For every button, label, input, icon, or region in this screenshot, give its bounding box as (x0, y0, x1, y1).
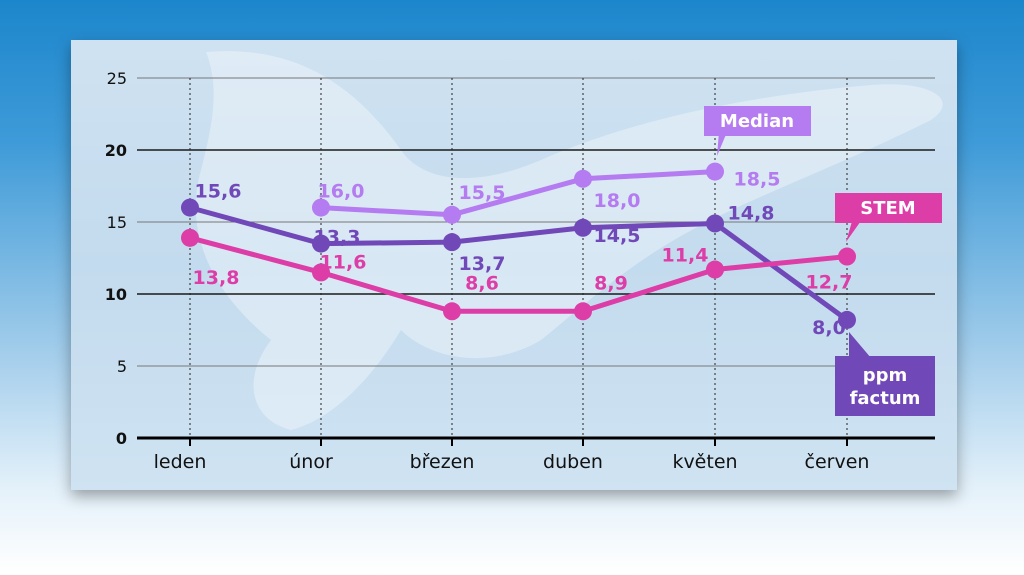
data-label-median: 16,0 (318, 181, 365, 203)
x-axis: leden únor březen duben květen červen (154, 438, 870, 473)
y-tick-label: 5 (117, 357, 127, 376)
data-point-ppm-factum (312, 234, 330, 253)
legend-median: Median (704, 106, 811, 156)
line-chart: 0 5 10 15 20 25 leden únor březen duben květen čer… (105, 51, 943, 473)
series-line-ppm-factum (187, 205, 850, 323)
data-label-stem: 11,4 (662, 245, 709, 267)
legend-median-pointer (717, 132, 727, 156)
legend-stem-pointer (846, 218, 863, 242)
series-line-stem (187, 235, 850, 314)
data-point-median (706, 162, 724, 181)
watermark-bird-icon (195, 51, 943, 430)
legend-layer: Median STEM ppm factum (704, 106, 942, 416)
data-label-median: 15,5 (459, 182, 506, 204)
x-tick-label: únor (289, 451, 333, 473)
data-label-stem: 12,7 (806, 272, 853, 294)
legend-ppm-pointer (849, 332, 871, 360)
data-label-ppm-factum: 15,6 (195, 181, 242, 203)
legend-ppm-box (835, 356, 935, 416)
data-label-stem: 8,6 (465, 272, 499, 294)
data-label-stem: 13,8 (193, 267, 240, 289)
data-point-stem (838, 247, 856, 266)
data-label-ppm-factum: 14,5 (594, 225, 641, 247)
data-label-stem: 11,6 (320, 251, 367, 273)
legend-ppm-label-line1: ppm (863, 365, 908, 386)
y-tick-label: 0 (116, 429, 127, 448)
data-point-stem (574, 302, 592, 321)
data-point-median (443, 205, 461, 224)
data-label-median: 18,0 (594, 190, 641, 212)
data-point-ppm-factum (181, 198, 199, 217)
data-point-ppm-factum (838, 310, 856, 329)
data-label-median: 18,5 (734, 169, 781, 191)
legend-ppm: ppm factum (835, 332, 935, 416)
y-axis: 0 5 10 15 20 25 (105, 69, 127, 448)
legend-ppm-label-line2: factum (850, 388, 921, 409)
x-tick-label: červen (805, 451, 870, 473)
legend-stem: STEM (835, 193, 942, 242)
y-tick-label: 25 (107, 69, 127, 88)
data-label-ppm-factum: 14,8 (728, 202, 775, 224)
x-tick-label: březen (410, 451, 475, 473)
data-point-median (312, 198, 330, 217)
data-point-stem (181, 228, 199, 247)
x-tick-label: duben (543, 451, 603, 473)
legend-median-label: Median (720, 111, 794, 132)
y-tick-label: 15 (107, 213, 127, 232)
series-layer: 16,0 15,5 18,018,515,613,313,714,514,88,01… (181, 162, 856, 339)
data-point-stem (443, 302, 461, 321)
data-label-stem: 8,9 (594, 272, 628, 294)
series-line-median (318, 169, 718, 218)
y-tick-label: 20 (105, 141, 127, 160)
data-label-ppm-factum: 8,0 (812, 317, 846, 339)
data-label-ppm-factum: 13,3 (314, 227, 361, 249)
data-point-stem (312, 263, 330, 282)
series-stem: 13,8 11,6 8,6 8,9 11,4 12,7 (181, 228, 856, 321)
x-tick-label: leden (154, 451, 207, 473)
legend-stem-label: STEM (860, 198, 915, 219)
y-tick-label: 10 (105, 285, 127, 304)
series-median: 16,0 15,5 18,0 18,5 (312, 162, 781, 224)
data-point-ppm-factum (706, 214, 724, 233)
data-point-ppm-factum (574, 218, 592, 237)
x-tick-label: květen (672, 451, 737, 473)
chart-panel: 0 5 10 15 20 25 leden únor březen duben květen čer… (71, 40, 957, 490)
data-point-median (574, 169, 592, 188)
legend-median-box (704, 106, 811, 136)
data-point-stem (706, 260, 724, 279)
data-label-ppm-factum: 13,7 (459, 253, 506, 275)
data-point-ppm-factum (443, 233, 461, 252)
series-ppm-factum: 15,6 13,3 13,7 14,5 14,8 8,0 (181, 181, 856, 339)
legend-stem-box (835, 193, 942, 223)
